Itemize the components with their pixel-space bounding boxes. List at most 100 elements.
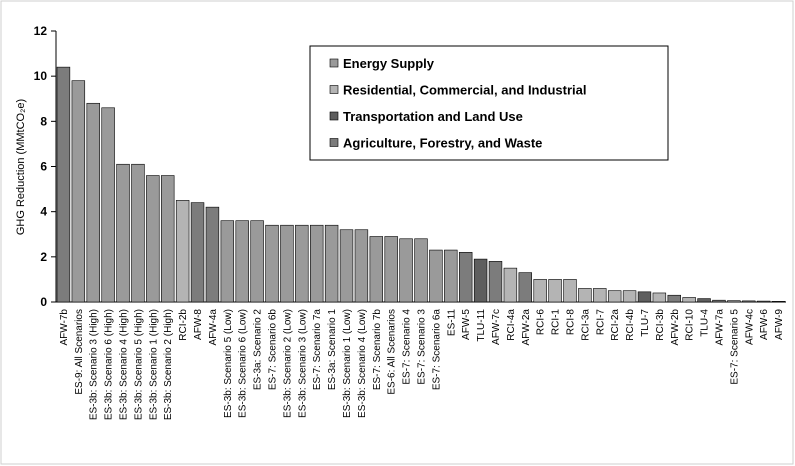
x-tick-label: ES-7: Scenario 7b bbox=[372, 309, 383, 391]
x-tick-label: AFW-6 bbox=[759, 309, 770, 340]
x-tick-label: ES-6: All Scenarios bbox=[387, 309, 398, 395]
x-tick-label: ES-3b: Scenario 3 (Low) bbox=[297, 309, 308, 418]
bar bbox=[548, 279, 562, 303]
bar bbox=[429, 249, 443, 303]
y-axis-label: GHG Reduction (MMtCO₂e) bbox=[15, 99, 27, 235]
bar bbox=[533, 279, 547, 303]
x-tick-label: ES-7: Scenario 6b bbox=[268, 309, 279, 391]
legend-entry: Residential, Commercial, and Industrial bbox=[343, 83, 586, 98]
x-tick-label: ES-7: Scenario 6a bbox=[431, 309, 442, 391]
bar bbox=[190, 202, 205, 303]
x-tick-label: RCI-2b bbox=[178, 309, 189, 341]
x-tick-label: ES-7: Scenario 7a bbox=[312, 309, 323, 391]
bar bbox=[101, 107, 115, 303]
x-tick-label: AFW-9 bbox=[774, 309, 785, 340]
bar bbox=[116, 163, 130, 303]
x-tick-label: TLU-11 bbox=[476, 309, 487, 342]
bar bbox=[756, 300, 771, 303]
x-tick-label: ES-3b: Scenario 4 (Low) bbox=[357, 309, 368, 418]
bar bbox=[712, 299, 726, 303]
bar bbox=[384, 236, 398, 303]
bar bbox=[771, 301, 786, 303]
x-tick-label: RCI-1 bbox=[551, 309, 562, 336]
x-tick-label: ES-3b: Scenario 5 (Low) bbox=[223, 309, 234, 418]
legend-entry: Transportation and Land Use bbox=[343, 109, 523, 124]
legend-entry: Agriculture, Forestry, and Waste bbox=[343, 136, 542, 151]
x-tick-label: ES-3b: Scenario 3 (High) bbox=[89, 309, 100, 420]
bar bbox=[473, 258, 488, 303]
bar bbox=[310, 224, 324, 303]
y-tick-label: 8 bbox=[40, 114, 47, 128]
y-tick-label: 2 bbox=[40, 250, 47, 264]
bar bbox=[518, 272, 532, 303]
x-tick-label: AFW-4c bbox=[744, 309, 755, 345]
x-tick-label: TLU-7 bbox=[640, 309, 651, 337]
y-tick-label: 10 bbox=[34, 69, 48, 83]
bar bbox=[607, 290, 622, 303]
x-tick-label: ES-7: Scenario 3 bbox=[417, 309, 428, 385]
x-tick-label: ES-3b: Scenario 1 (Low) bbox=[342, 309, 353, 418]
bar bbox=[727, 300, 741, 303]
bar bbox=[339, 229, 354, 303]
bar bbox=[86, 102, 100, 303]
x-tick-label: ES-3a: Scenario 1 bbox=[327, 309, 338, 391]
bar bbox=[265, 224, 279, 303]
bar bbox=[682, 297, 696, 303]
x-tick-label: AFW-5 bbox=[461, 309, 472, 340]
x-tick-label: ES-7: Scenario 5 bbox=[729, 309, 740, 385]
bar bbox=[637, 291, 652, 303]
bar bbox=[295, 224, 309, 303]
legend-swatch bbox=[329, 111, 339, 121]
legend-entry: Energy Supply bbox=[343, 56, 435, 71]
x-tick-label: AFW-2a bbox=[521, 309, 532, 346]
x-tick-label: ES-3b: Scenario 2 (Low) bbox=[282, 309, 293, 418]
bar bbox=[369, 236, 384, 303]
bar bbox=[622, 290, 637, 303]
x-tick-label: ES-3b: Scenario 6 (High) bbox=[104, 309, 115, 420]
x-tick-label: ES-3b: Scenario 4 (High) bbox=[119, 309, 130, 420]
x-tick-label: ES-3b: Scenario 2 (High) bbox=[163, 309, 174, 420]
x-tick-label: RCI-3b bbox=[655, 309, 666, 341]
bar bbox=[652, 292, 667, 303]
bar bbox=[742, 300, 756, 303]
x-tick-label: AFW-4a bbox=[208, 309, 219, 346]
bar bbox=[563, 279, 577, 303]
bar bbox=[205, 206, 220, 303]
bar bbox=[280, 224, 294, 303]
legend-box bbox=[309, 45, 669, 161]
bar bbox=[667, 294, 681, 303]
x-tick-label: AFW-2b bbox=[670, 309, 681, 346]
bar bbox=[488, 261, 503, 303]
bar bbox=[146, 175, 160, 303]
bar bbox=[444, 249, 458, 303]
legend: Energy Supply Residential, Commercial, an… bbox=[309, 45, 669, 161]
x-tick-label: ES-11 bbox=[446, 309, 457, 336]
x-tick-label: RCI-2a bbox=[610, 309, 621, 341]
bar bbox=[578, 288, 592, 303]
x-tick-label: RCI-4b bbox=[625, 309, 636, 341]
bars bbox=[56, 66, 786, 303]
legend-swatch bbox=[329, 85, 339, 94]
y-tick-label: 0 bbox=[40, 295, 47, 309]
bar bbox=[399, 238, 413, 303]
bar bbox=[161, 175, 175, 303]
x-tick-label: ES-9: All Scenarios bbox=[74, 309, 85, 395]
bar bbox=[71, 80, 86, 303]
x-tick-label: ES-3a: Scenario 2 bbox=[253, 309, 264, 391]
bar bbox=[324, 224, 339, 303]
x-tick-label: ES-7: Scenario 4 bbox=[402, 309, 413, 385]
x-tick-label: AFW-7c bbox=[491, 309, 502, 345]
x-tick-label: AFW-7a bbox=[714, 309, 725, 346]
bar bbox=[56, 66, 71, 303]
y-tick-label: 4 bbox=[40, 205, 47, 219]
x-tick-label: RCI-7 bbox=[595, 309, 606, 336]
x-tick-label: ES-3b: Scenario 6 (Low) bbox=[238, 309, 249, 418]
bar bbox=[593, 288, 607, 303]
bar bbox=[503, 267, 518, 303]
bar bbox=[250, 220, 264, 303]
bar bbox=[697, 298, 711, 303]
x-tick-label: RCI-8 bbox=[565, 309, 576, 336]
x-tick-label: AFW-7b bbox=[59, 309, 70, 346]
